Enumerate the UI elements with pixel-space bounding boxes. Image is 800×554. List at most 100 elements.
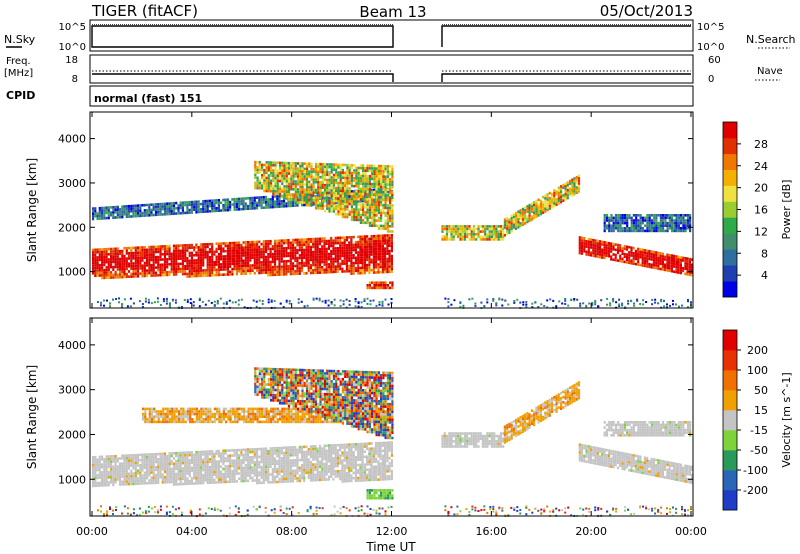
echo-cell bbox=[154, 476, 158, 479]
echo-cell bbox=[206, 271, 209, 275]
echo-cell bbox=[170, 257, 173, 261]
echo-cell bbox=[280, 247, 283, 250]
echo-cell bbox=[168, 252, 171, 256]
echo-cell bbox=[501, 304, 504, 307]
echo-cell bbox=[166, 260, 169, 264]
echo-cell bbox=[127, 210, 131, 213]
echo-cell bbox=[326, 173, 329, 177]
echo-cell bbox=[314, 195, 317, 198]
echo-cell bbox=[132, 212, 135, 215]
echo-cell bbox=[377, 172, 380, 176]
echo-cell bbox=[278, 161, 282, 165]
echo-cell bbox=[481, 225, 484, 228]
echo-cell bbox=[101, 478, 104, 482]
echo-cell bbox=[503, 226, 506, 229]
echo-cell bbox=[644, 216, 647, 220]
echo-cell bbox=[199, 266, 202, 270]
echo-cell bbox=[139, 251, 142, 255]
echo-cell bbox=[372, 245, 375, 248]
echo-cell bbox=[343, 246, 346, 250]
echo-cell bbox=[258, 184, 261, 187]
echo-cell bbox=[181, 211, 184, 215]
echo-cell bbox=[355, 213, 358, 216]
echo-cell bbox=[177, 254, 180, 258]
echo-cell bbox=[372, 266, 375, 269]
echo-cell bbox=[384, 214, 387, 217]
echo-cell bbox=[350, 267, 353, 270]
echo-cell bbox=[350, 163, 353, 167]
echo-cell bbox=[217, 252, 220, 256]
echo-cell bbox=[141, 474, 144, 477]
echo-cell bbox=[291, 249, 295, 252]
echo-cell bbox=[260, 196, 263, 199]
echo-cell bbox=[240, 197, 243, 201]
echo-cell bbox=[575, 188, 578, 192]
echo-cell bbox=[251, 269, 254, 272]
echo-cell bbox=[373, 164, 376, 168]
echo-cell bbox=[389, 172, 392, 176]
echo-cell bbox=[357, 264, 360, 267]
echo-cell bbox=[265, 201, 268, 204]
echo-cell bbox=[375, 198, 378, 202]
echo-cell bbox=[679, 271, 682, 275]
echo-cell bbox=[308, 198, 311, 202]
echo-cell bbox=[130, 267, 133, 271]
echo-cell bbox=[231, 198, 234, 201]
echo-cell bbox=[506, 219, 509, 223]
echo-cell bbox=[326, 202, 329, 205]
echo-cell bbox=[202, 207, 205, 211]
echo-cell bbox=[515, 214, 518, 217]
echo-cell bbox=[314, 253, 317, 256]
echo-cell bbox=[539, 204, 542, 208]
echo-cell bbox=[377, 234, 380, 238]
echo-cell bbox=[123, 467, 126, 470]
echo-cell bbox=[535, 212, 538, 216]
echo-cell bbox=[170, 475, 173, 479]
echo-cell bbox=[119, 467, 122, 471]
echo-cell bbox=[371, 216, 374, 220]
echo-cell bbox=[276, 242, 279, 245]
echo-cell bbox=[391, 225, 394, 228]
echo-cell bbox=[341, 259, 344, 263]
echo-cell bbox=[475, 232, 478, 236]
echo-cell bbox=[466, 227, 469, 231]
echo-cell bbox=[517, 213, 520, 216]
echo-cell bbox=[157, 471, 160, 474]
echo-cell bbox=[179, 201, 182, 205]
echo-cell bbox=[224, 262, 227, 266]
echo-cell bbox=[390, 257, 393, 260]
echo-cell bbox=[384, 249, 387, 253]
echo-cell bbox=[193, 254, 196, 257]
echo-cell bbox=[280, 265, 283, 268]
echo-cell bbox=[357, 216, 360, 219]
echo-cell bbox=[105, 463, 108, 466]
echo-cell bbox=[294, 195, 297, 199]
echo-cell bbox=[303, 305, 306, 308]
echo-cell bbox=[213, 253, 216, 256]
echo-cell bbox=[294, 249, 297, 252]
echo-cell bbox=[301, 201, 304, 204]
echo-cell bbox=[287, 265, 290, 268]
echo-cell bbox=[659, 229, 662, 233]
echo-cell bbox=[309, 266, 313, 270]
echo-cell bbox=[92, 264, 95, 267]
echo-cell bbox=[238, 251, 241, 255]
echo-cell bbox=[278, 242, 281, 245]
echo-cell bbox=[195, 259, 198, 262]
echo-cell bbox=[98, 484, 101, 487]
echo-cell bbox=[632, 246, 635, 250]
echo-cell bbox=[94, 484, 97, 488]
echo-cell bbox=[662, 216, 665, 220]
echo-cell bbox=[199, 251, 202, 254]
echo-cell bbox=[260, 206, 263, 210]
echo-cell bbox=[386, 183, 389, 186]
echo-cell bbox=[211, 242, 214, 246]
echo-cell bbox=[388, 257, 391, 261]
echo-cell bbox=[375, 245, 378, 248]
echo-cell bbox=[370, 240, 373, 243]
echo-cell bbox=[101, 266, 104, 269]
echo-cell bbox=[258, 245, 261, 249]
echo-cell bbox=[256, 258, 259, 262]
echo-cell bbox=[312, 263, 315, 267]
echo-cell bbox=[294, 190, 297, 194]
